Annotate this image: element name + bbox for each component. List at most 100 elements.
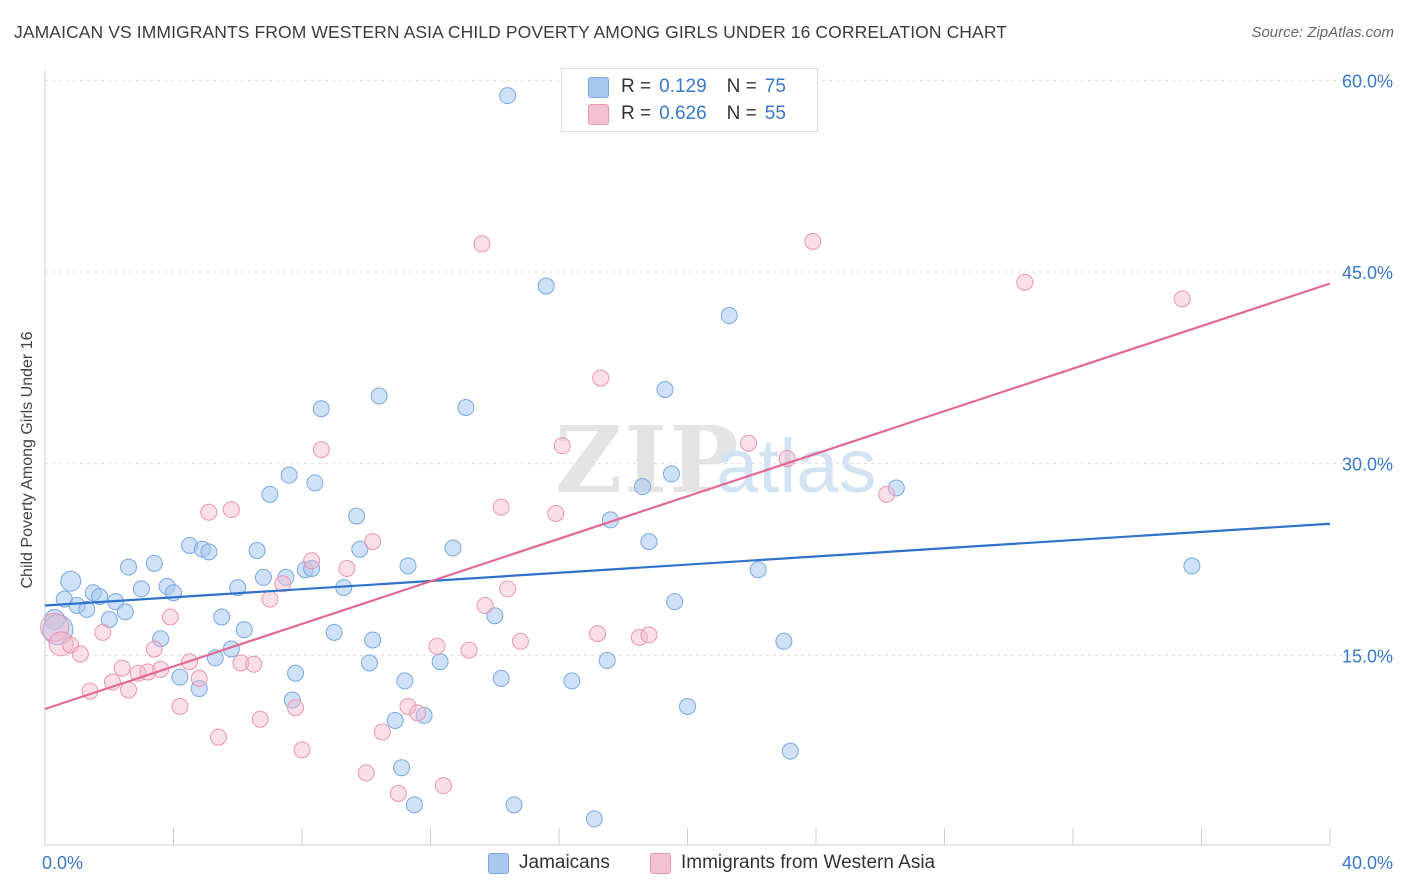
bottom-legend-swatch-pink [650, 852, 671, 874]
x-tick-label: 40.0% [1342, 853, 1393, 873]
data-point-western-asia [740, 434, 758, 452]
grid-lines [45, 79, 1392, 656]
data-point-jamaicans [749, 561, 767, 579]
x-tick-labels: 0.0% 40.0% [42, 853, 1393, 873]
data-point-jamaicans [152, 630, 170, 648]
chart-title: JAMAICAN VS IMMIGRANTS FROM WESTERN ASIA… [14, 22, 1008, 42]
data-point-western-asia [373, 723, 391, 741]
data-point-jamaicans [78, 600, 96, 618]
data-point-jamaicans [248, 542, 266, 560]
data-point-western-asia [338, 559, 356, 577]
data-point-western-asia [399, 697, 417, 715]
data-point-jamaicans [887, 479, 905, 497]
watermark-zip: ZIP [555, 406, 740, 514]
data-point-jamaicans [634, 478, 652, 496]
data-point-jamaicans [405, 796, 423, 814]
data-point-jamaicans [348, 507, 366, 525]
bottom-legend-swatch-blue [488, 852, 509, 874]
data-point-western-asia [589, 625, 607, 643]
y-axis-label: Child Poverty Among Girls Under 16 [19, 331, 36, 589]
watermark-atlas: atlas [716, 424, 877, 509]
data-point-jamaicans [775, 632, 793, 650]
data-point-western-asia [190, 669, 208, 687]
legend-r-label: R = [621, 76, 652, 97]
data-point-western-asia [1016, 273, 1034, 291]
legend-n-value: 55 [764, 103, 786, 124]
legend-n-label: N = [726, 103, 757, 124]
data-point-western-asia [492, 498, 510, 516]
data-point-western-asia [293, 741, 311, 759]
data-point-jamaicans [60, 570, 82, 592]
data-point-jamaicans [254, 568, 272, 586]
watermark: ZIP atlas [555, 406, 877, 514]
legend-n-value: 75 [764, 76, 786, 97]
data-point-western-asia [630, 628, 648, 646]
y-tick-labels: 15.0% 30.0% 45.0% 60.0% [1342, 71, 1393, 666]
data-point-western-asia [94, 623, 112, 641]
data-point-western-asia [113, 659, 131, 677]
data-point-jamaicans [1183, 557, 1201, 575]
data-point-jamaicans [306, 474, 324, 492]
data-point-jamaicans [190, 680, 208, 698]
data-point-western-asia [357, 764, 375, 782]
bottom-legend-jamaicans: Jamaicans [488, 852, 610, 874]
y-tick-label: 15.0% [1342, 646, 1393, 666]
data-point-western-asia [640, 626, 658, 644]
bottom-legend-western-asia: Immigrants from Western Asia [650, 852, 935, 874]
legend: R = 0.129 N = 75 R = 0.626 N = 55 [561, 68, 818, 132]
source-label: Source: ZipAtlas.com [1251, 24, 1394, 41]
bottom-legend-label: Jamaicans [519, 852, 610, 873]
data-point-western-asia [40, 612, 70, 642]
data-point-western-asia [364, 533, 382, 551]
data-point-jamaicans [537, 277, 555, 295]
data-point-western-asia [499, 580, 517, 598]
legend-r-value: 0.626 [659, 103, 707, 124]
data-point-jamaicans [640, 533, 658, 551]
data-point-jamaicans [360, 654, 378, 672]
data-point-western-asia [476, 597, 494, 614]
data-point-jamaicans [235, 621, 253, 639]
data-point-western-asia [232, 654, 250, 672]
bottom-legend: Jamaicans Immigrants from Western Asia [0, 852, 1406, 876]
data-point-jamaicans [351, 540, 369, 558]
data-point-jamaicans [585, 810, 603, 828]
data-point-jamaicans [781, 742, 799, 760]
trend-lines [44, 282, 1331, 711]
trend-line-jamaicans [44, 522, 1331, 607]
legend-row-western-asia: R = 0.626 N = 55 [588, 102, 786, 126]
data-point-jamaicans [457, 398, 475, 416]
data-point-western-asia [161, 608, 179, 626]
data-point-western-asia [804, 232, 822, 250]
data-point-western-asia [62, 636, 80, 654]
legend-n-label: N = [726, 76, 757, 97]
data-point-jamaicans [679, 697, 696, 715]
data-point-jamaicans [213, 608, 231, 626]
data-point-jamaicans [116, 603, 134, 621]
data-point-jamaicans [563, 672, 581, 690]
data-point-western-asia [434, 777, 452, 795]
data-point-jamaicans [598, 651, 616, 669]
data-point-western-asia [511, 632, 529, 650]
data-point-jamaicans [656, 381, 674, 399]
data-point-western-asia [245, 655, 263, 673]
data-point-jamaicans [171, 668, 189, 686]
data-point-jamaicans [325, 623, 343, 641]
data-point-western-asia [152, 660, 170, 678]
y-tick-label: 45.0% [1342, 263, 1393, 283]
data-point-jamaicans [662, 465, 680, 483]
data-point-jamaicans [666, 593, 684, 611]
data-point-western-asia [71, 645, 89, 663]
data-point-western-asia [274, 575, 292, 593]
data-point-jamaicans [120, 558, 138, 576]
data-point-western-asia [473, 235, 491, 253]
data-point-western-asia [200, 503, 218, 521]
data-point-western-asia [878, 485, 896, 503]
data-point-jamaicans [499, 87, 517, 105]
legend-swatch-blue [588, 76, 609, 98]
data-point-jamaicans [492, 669, 510, 687]
legend-swatch-pink [588, 103, 609, 125]
data-point-western-asia [145, 640, 163, 658]
y-tick-label: 60.0% [1342, 71, 1393, 91]
data-point-western-asia [171, 697, 189, 715]
